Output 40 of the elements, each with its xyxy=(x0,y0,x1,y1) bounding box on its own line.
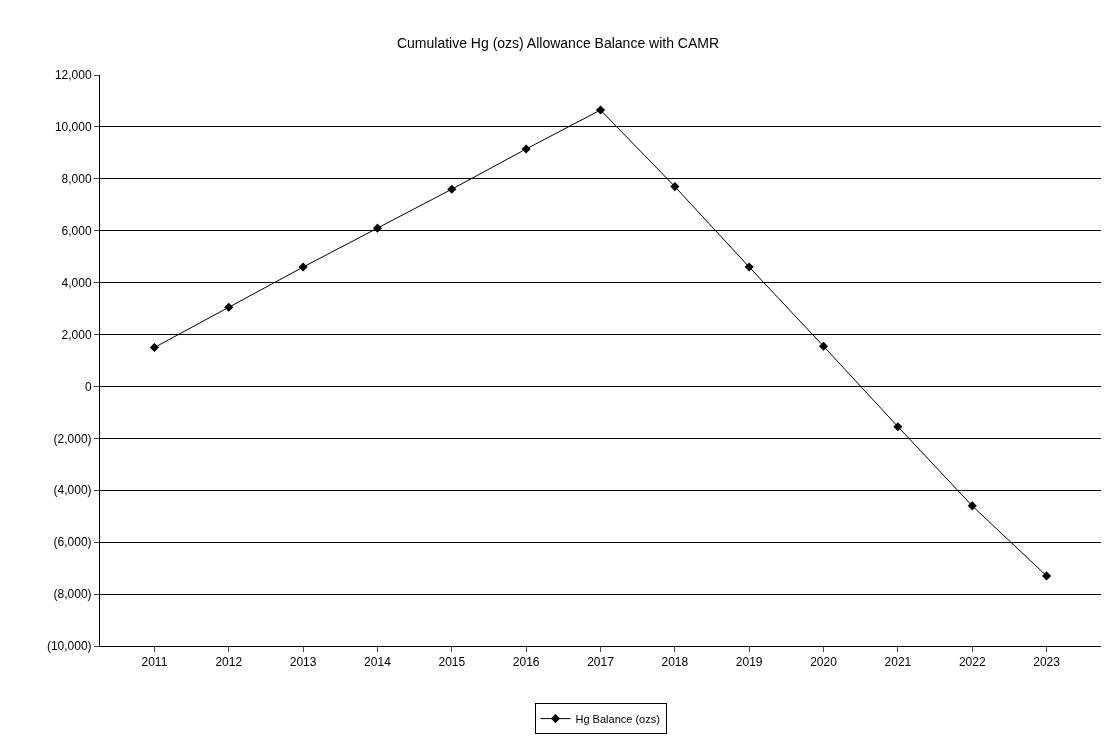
point xyxy=(967,501,977,511)
point xyxy=(893,422,903,432)
x-tick-label: 2022 xyxy=(958,655,986,670)
x-tick-label: 2021 xyxy=(884,655,912,670)
y-tick-label: 2,000 xyxy=(61,327,92,342)
x-tick-label: 2023 xyxy=(1033,655,1061,670)
x-tick-label: 2016 xyxy=(512,655,540,670)
point xyxy=(298,262,308,272)
x-tick-label: 2013 xyxy=(289,655,317,670)
y-tick-label: (10,000) xyxy=(46,639,92,654)
y-tick-label: 4,000 xyxy=(61,275,92,290)
point xyxy=(521,144,531,154)
x-tick-label: 2011 xyxy=(141,655,168,670)
point xyxy=(1042,571,1052,581)
x-tick-label: 2014 xyxy=(364,655,392,670)
point xyxy=(224,302,234,312)
y-tick-label: (2,000) xyxy=(53,431,92,446)
point xyxy=(744,262,754,272)
y-tick-label: 10,000 xyxy=(54,120,92,135)
point xyxy=(595,105,606,115)
point xyxy=(372,223,383,233)
x-tick-label: 2015 xyxy=(438,655,466,670)
y-tick-label: 0 xyxy=(84,379,92,394)
x-tick-label: 2017 xyxy=(587,655,615,670)
x-tick-label: 2020 xyxy=(810,655,838,670)
point xyxy=(447,184,457,194)
x-tick-label: 2018 xyxy=(661,655,689,670)
point xyxy=(670,182,680,192)
point xyxy=(818,341,829,351)
y-tick-label: 6,000 xyxy=(61,223,92,238)
y-tick-label: (4,000) xyxy=(53,483,92,498)
y-tick-label: (6,000) xyxy=(53,535,92,550)
x-tick-label: 2019 xyxy=(735,655,763,670)
point xyxy=(149,342,159,353)
x-tick-label: 2012 xyxy=(215,655,243,670)
y-tick-label: 8,000 xyxy=(61,172,92,187)
y-tick-label: (8,000) xyxy=(53,587,92,602)
legend-label: Hg Balance (ozs) xyxy=(575,712,660,725)
y-tick-label: 12,000 xyxy=(54,68,92,83)
chart-title: Cumulative Hg (ozs) Allowance Balance with CAMR xyxy=(396,34,720,51)
